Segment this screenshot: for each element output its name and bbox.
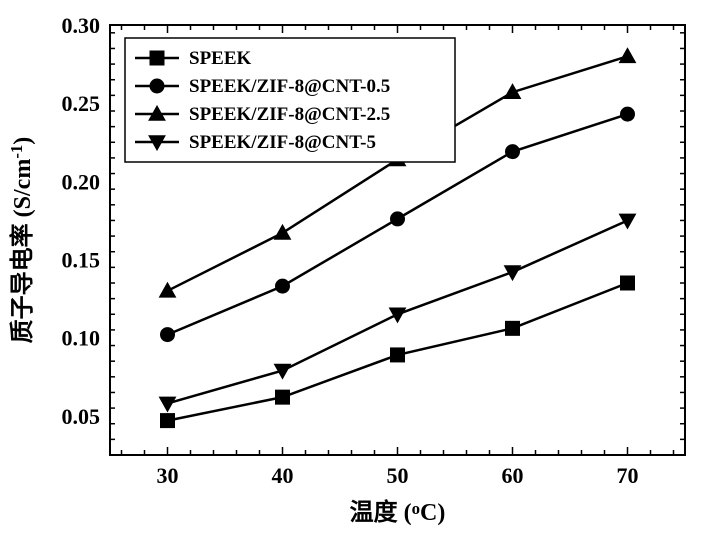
y-tick-label: 0.20 bbox=[62, 169, 101, 194]
legend-item-label: SPEEK/ZIF-8@CNT-2.5 bbox=[189, 104, 390, 125]
x-tick-label: 60 bbox=[502, 463, 524, 488]
x-axis-label: 温度 (oC) bbox=[350, 498, 446, 526]
x-tick-label: 50 bbox=[387, 463, 409, 488]
legend: SPEEK SPEEK/ZIF-8@CNT-0.5 SPEEK/ZIF-8@CNT-… bbox=[125, 38, 455, 162]
legend-item-label: SPEEK bbox=[189, 48, 252, 69]
y-tick-label: 0.05 bbox=[62, 404, 101, 429]
line-chart: 30 40 50 60 70 0.05 0.10 0.15 0.20 0.25 0.30 温度 (oC… bbox=[0, 0, 711, 534]
x-tick-label: 70 bbox=[617, 463, 639, 488]
y-axis-label: 质子导电率 (S/cm-1) bbox=[7, 137, 36, 344]
legend-item-label: SPEEK/ZIF-8@CNT-5 bbox=[189, 132, 376, 153]
chart-container: 30 40 50 60 70 0.05 0.10 0.15 0.20 0.25 0.30 温度 (oC… bbox=[0, 0, 711, 534]
y-tick-label: 0.15 bbox=[62, 248, 101, 273]
y-tick-label: 0.30 bbox=[62, 13, 101, 38]
y-tick-label: 0.10 bbox=[62, 326, 101, 351]
x-tick-label: 40 bbox=[272, 463, 294, 488]
legend-item-label: SPEEK/ZIF-8@CNT-0.5 bbox=[189, 76, 390, 97]
x-tick-label: 30 bbox=[157, 463, 179, 488]
y-tick-label: 0.25 bbox=[62, 91, 101, 116]
